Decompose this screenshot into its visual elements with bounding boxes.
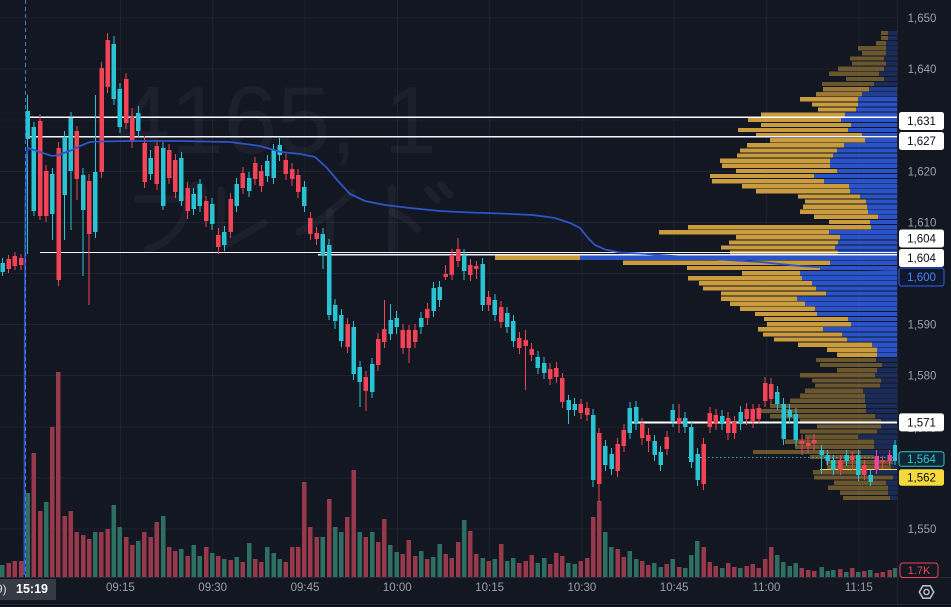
svg-text:1,564: 1,564	[907, 454, 936, 466]
svg-text:1,610: 1,610	[908, 217, 937, 229]
svg-text:11:15: 11:15	[845, 582, 873, 594]
svg-text:1,620: 1,620	[908, 166, 937, 178]
svg-text:1,562: 1,562	[907, 473, 936, 485]
svg-text:10:30: 10:30	[568, 582, 597, 594]
svg-text:1,600: 1,600	[907, 272, 936, 284]
svg-text:1,640: 1,640	[908, 64, 937, 76]
svg-text:1,604: 1,604	[907, 234, 936, 246]
svg-text:1,604: 1,604	[907, 253, 936, 265]
svg-text:09:15: 09:15	[106, 582, 135, 594]
svg-text:1,631: 1,631	[907, 116, 936, 128]
svg-text:1,627: 1,627	[907, 136, 936, 148]
svg-text:1,650: 1,650	[908, 13, 937, 25]
svg-text:1,571: 1,571	[907, 417, 936, 429]
svg-text:11:00: 11:00	[753, 582, 781, 594]
svg-text:1,580: 1,580	[908, 371, 937, 383]
svg-text:15:19: 15:19	[16, 582, 48, 596]
svg-text:10:15: 10:15	[475, 582, 504, 594]
svg-text:9): 9)	[0, 582, 7, 596]
svg-text:09:45: 09:45	[291, 582, 320, 594]
svg-text:1,590: 1,590	[908, 320, 937, 332]
svg-text:09:30: 09:30	[198, 582, 227, 594]
svg-text:10:45: 10:45	[660, 582, 689, 594]
svg-text:10:00: 10:00	[383, 582, 412, 594]
svg-text:1.7K: 1.7K	[908, 565, 931, 577]
svg-text:1,550: 1,550	[908, 524, 937, 536]
